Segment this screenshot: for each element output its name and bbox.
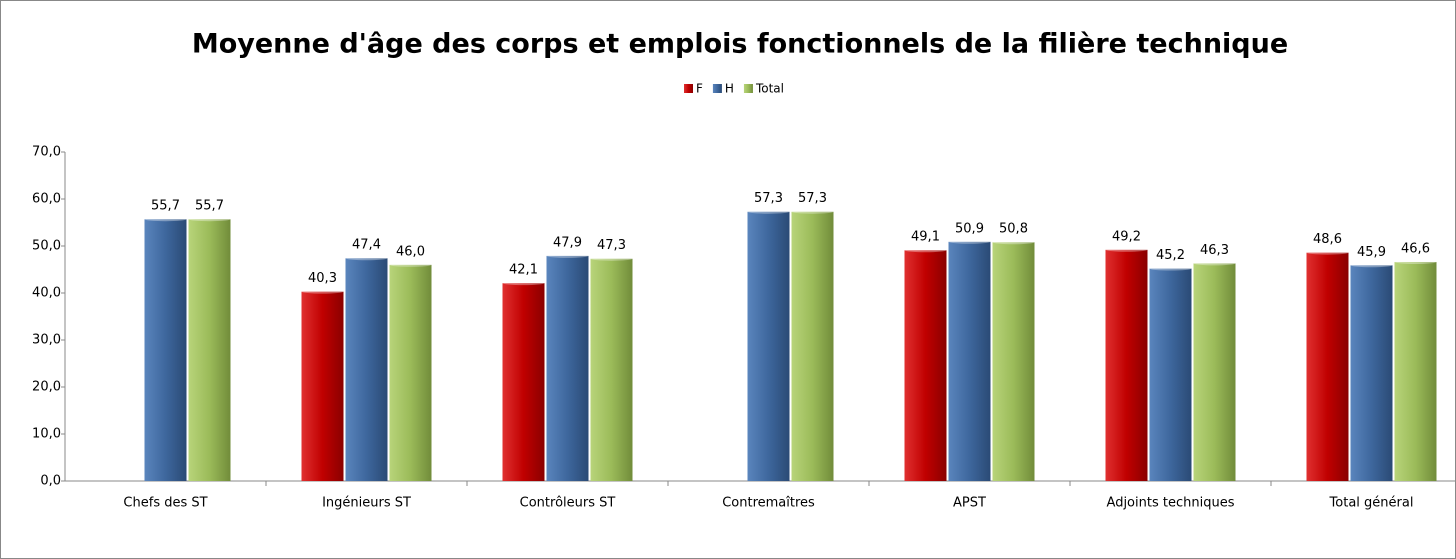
legend-label: H — [725, 82, 734, 96]
bar — [345, 258, 388, 481]
bar — [389, 264, 432, 481]
bar-cap — [502, 281, 545, 286]
x-tick-label: Ingénieurs ST — [322, 496, 411, 511]
value-label: 46,0 — [396, 244, 425, 259]
value-label: 45,2 — [1156, 248, 1185, 263]
x-tick-label: Contremaîtres — [722, 496, 815, 511]
value-label: 47,9 — [553, 235, 582, 250]
value-label: 57,3 — [754, 191, 783, 206]
y-tick-label: 10,0 — [32, 427, 61, 442]
legend-label: F — [696, 82, 703, 96]
bar-cap — [791, 209, 834, 214]
legend-swatch — [743, 84, 753, 93]
bar-cap — [948, 239, 991, 244]
legend-swatch — [712, 84, 722, 93]
bar — [502, 283, 545, 481]
bar-cap — [345, 256, 388, 261]
value-label: 45,9 — [1357, 245, 1386, 260]
bar-cap — [546, 253, 589, 258]
value-label: 42,1 — [509, 263, 538, 278]
y-tick-label: 70,0 — [32, 145, 61, 160]
y-tick-label: 20,0 — [32, 380, 61, 395]
y-tick-label: 40,0 — [32, 286, 61, 301]
bar — [1394, 261, 1437, 481]
chart-title: Moyenne d'âge des corps et emplois fonct… — [192, 29, 1288, 60]
y-tick-label: 0,0 — [40, 474, 61, 489]
bar-cap — [1350, 263, 1393, 268]
value-label: 48,6 — [1313, 232, 1342, 247]
value-label: 50,9 — [955, 221, 984, 236]
bar — [904, 250, 947, 481]
bar — [301, 291, 344, 481]
legend-label: Total — [755, 82, 784, 96]
bar — [144, 219, 187, 481]
bar-cap — [992, 240, 1035, 245]
x-tick-label: Contrôleurs ST — [520, 496, 616, 511]
bar-cap — [1149, 266, 1192, 271]
value-label: 50,8 — [999, 222, 1028, 237]
bar-cap — [590, 256, 633, 261]
value-label: 46,3 — [1200, 243, 1229, 258]
x-tick-label: Adjoints techniques — [1107, 496, 1235, 511]
value-label: 40,3 — [308, 271, 337, 286]
bar-cap — [144, 217, 187, 222]
bar-cap — [747, 209, 790, 214]
bar — [188, 219, 231, 481]
bar-cap — [301, 289, 344, 294]
x-tick-label: Total général — [1329, 496, 1414, 511]
value-label: 49,1 — [911, 230, 940, 245]
bar-cap — [1193, 261, 1236, 266]
x-tick-label: APST — [953, 496, 986, 511]
bar — [1306, 252, 1349, 481]
bar-cap — [1306, 250, 1349, 255]
bar — [791, 211, 834, 481]
bar — [590, 258, 633, 481]
bar-cap — [904, 248, 947, 253]
value-label: 49,2 — [1112, 229, 1141, 244]
bar — [1105, 249, 1148, 481]
bar — [948, 241, 991, 481]
value-label: 55,7 — [151, 199, 180, 214]
x-tick-label: Chefs des ST — [123, 496, 207, 511]
bar — [747, 211, 790, 481]
value-label: 47,4 — [352, 238, 381, 253]
bar — [992, 242, 1035, 481]
bar — [1350, 265, 1393, 481]
bar — [546, 255, 589, 481]
value-label: 55,7 — [195, 199, 224, 214]
bar-cap — [188, 217, 231, 222]
bar-cap — [389, 262, 432, 267]
bar — [1149, 268, 1192, 481]
bar-cap — [1394, 259, 1437, 264]
bar — [1193, 263, 1236, 481]
value-label: 47,3 — [597, 238, 626, 253]
y-tick-label: 60,0 — [32, 192, 61, 207]
y-tick-label: 30,0 — [32, 333, 61, 348]
legend-swatch — [684, 84, 693, 93]
y-tick-label: 50,0 — [32, 239, 61, 254]
bar-cap — [1105, 247, 1148, 252]
value-label: 57,3 — [798, 191, 827, 206]
value-label: 46,6 — [1401, 241, 1430, 256]
